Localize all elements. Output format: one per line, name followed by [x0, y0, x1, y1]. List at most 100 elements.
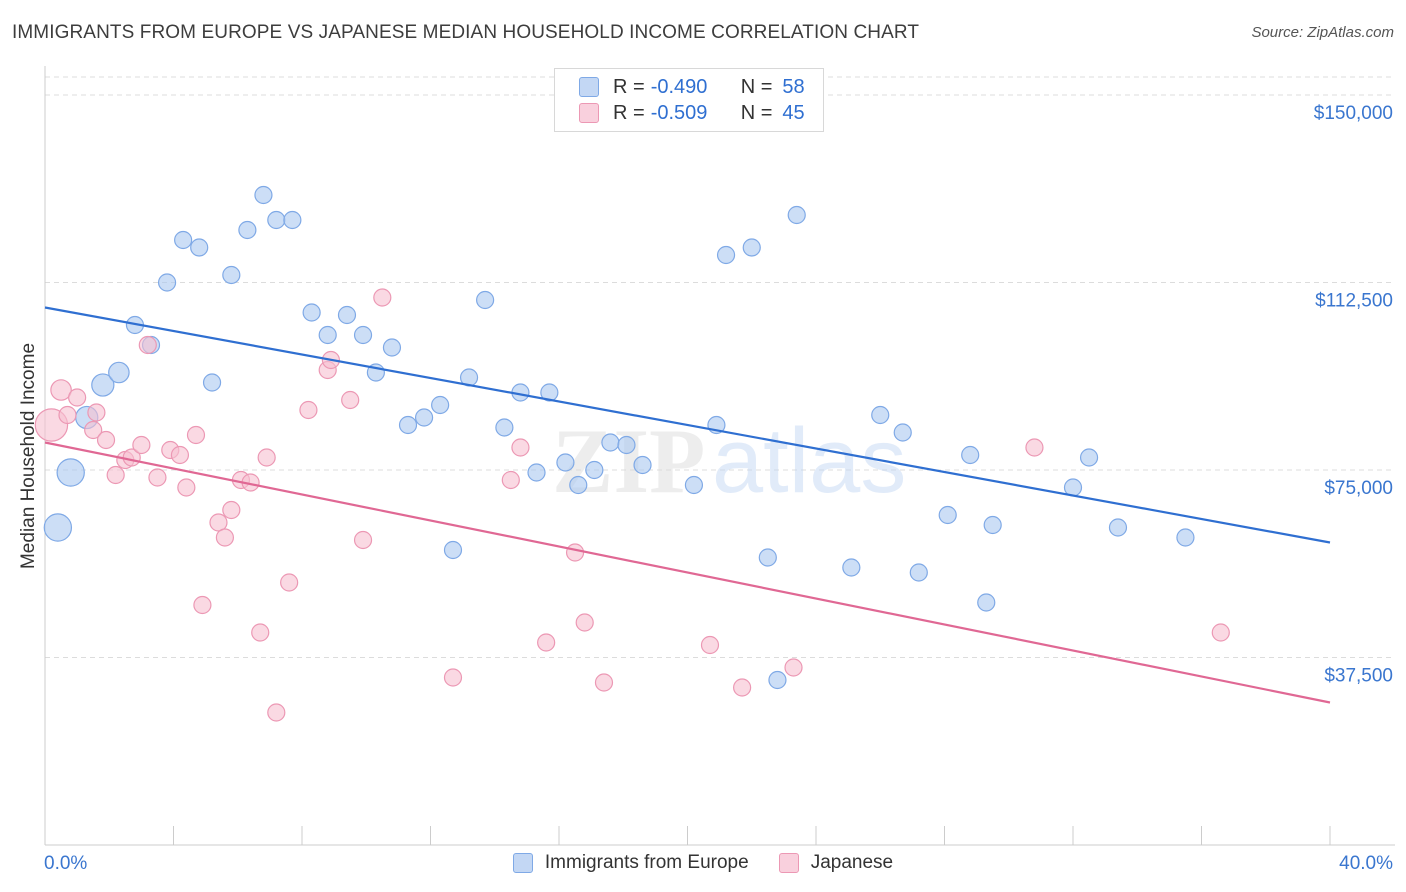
legend-swatch-europe	[512, 853, 533, 873]
data-point-japanese	[341, 390, 360, 410]
data-point-japanese	[87, 403, 106, 422]
data-point-japanese	[373, 288, 392, 307]
chart-title: IMMIGRANTS FROM EUROPE VS JAPANESE MEDIA…	[12, 22, 920, 43]
data-point-europe	[938, 505, 957, 525]
data-point-japanese	[251, 623, 270, 642]
data-point-europe	[1079, 448, 1099, 467]
data-point-japanese	[106, 465, 125, 485]
data-point-europe	[909, 563, 928, 582]
data-point-europe	[585, 460, 604, 480]
data-point-japanese	[222, 500, 241, 520]
data-point-europe	[768, 670, 787, 690]
data-point-europe	[353, 325, 373, 345]
data-point-europe	[617, 435, 636, 455]
legend-item-japanese[interactable]: Japanese	[778, 852, 894, 874]
data-point-japanese	[267, 703, 286, 722]
data-point-europe	[302, 303, 321, 322]
watermark-atlas: atlas	[712, 410, 906, 512]
legend-label-europe: Immigrants from Europe	[544, 852, 749, 873]
data-point-europe	[495, 418, 514, 437]
data-point-japanese	[186, 425, 206, 445]
data-point-europe	[684, 475, 704, 495]
data-point-japanese	[700, 635, 720, 655]
data-point-europe	[222, 265, 241, 285]
data-point-europe	[382, 338, 402, 357]
legend-r-label: R =	[613, 101, 645, 124]
data-point-japanese	[784, 658, 803, 677]
data-point-japanese	[68, 388, 87, 407]
series-immigrants-from-europe-points	[43, 185, 1195, 690]
data-point-europe	[476, 290, 495, 310]
data-point-japanese	[299, 400, 318, 420]
legend-n-label: N =	[740, 75, 773, 98]
data-point-europe	[569, 475, 588, 495]
data-point-japanese	[215, 528, 234, 547]
data-point-japanese	[209, 513, 228, 532]
data-point-europe	[431, 395, 450, 415]
legend-r-value: -0.509	[650, 101, 708, 124]
data-point-europe	[716, 245, 736, 265]
data-point-japanese	[511, 438, 530, 457]
legend-n-value: 58	[782, 75, 805, 98]
data-point-europe	[398, 415, 418, 435]
series-legend: Immigrants from Europe Japanese	[0, 852, 1406, 874]
data-point-japanese	[50, 379, 72, 401]
legend-row-japanese: R = -0.509 N = 45	[579, 100, 805, 126]
legend-r-label: R =	[613, 75, 645, 98]
legend-row-europe: R = -0.490 N = 58	[579, 74, 805, 100]
data-point-europe	[633, 455, 652, 475]
data-point-japanese	[1025, 438, 1044, 457]
data-point-europe	[283, 210, 302, 230]
data-point-europe	[157, 273, 177, 292]
legend-swatch-japanese	[579, 103, 599, 123]
watermark: ZIP atlas	[552, 410, 906, 512]
y-tick-label: $150,000	[1314, 103, 1393, 124]
data-point-europe	[601, 433, 620, 452]
data-point-japanese	[84, 420, 103, 440]
data-point-japanese	[148, 468, 167, 487]
data-point-japanese	[733, 678, 752, 697]
y-tick-label: $75,000	[1324, 478, 1393, 499]
data-point-europe	[108, 361, 130, 384]
data-point-japanese	[501, 470, 520, 490]
legend-item-europe[interactable]: Immigrants from Europe	[512, 852, 749, 874]
data-point-japanese	[257, 448, 276, 467]
data-point-japanese	[170, 445, 190, 465]
data-point-europe	[977, 593, 996, 612]
data-point-europe	[91, 373, 115, 397]
data-point-europe	[238, 220, 257, 240]
data-point-europe	[1176, 528, 1195, 547]
data-point-japanese	[280, 573, 299, 592]
data-point-europe	[540, 383, 559, 402]
data-point-europe	[443, 540, 463, 560]
source-credit: Source: ZipAtlas.com	[1251, 24, 1394, 41]
legend-r-value: -0.490	[650, 75, 708, 98]
data-point-europe	[893, 423, 912, 442]
data-point-japanese	[58, 405, 77, 425]
legend-swatch-japanese	[778, 853, 799, 873]
data-point-japanese	[1211, 623, 1230, 642]
data-point-japanese	[353, 530, 373, 550]
legend-n-value: 45	[782, 101, 805, 124]
data-point-europe	[414, 408, 434, 427]
data-point-europe	[556, 453, 575, 472]
trend-line-japanese	[44, 441, 1331, 704]
data-point-europe	[527, 463, 546, 482]
data-point-europe	[1108, 518, 1128, 537]
data-point-europe	[267, 210, 286, 230]
data-point-europe	[202, 373, 222, 392]
data-point-japanese	[594, 673, 614, 692]
data-point-japanese	[193, 595, 212, 615]
y-axis-label: Median Household Income	[18, 343, 39, 569]
legend-label-japanese: Japanese	[810, 852, 894, 873]
data-point-europe	[56, 458, 85, 487]
data-point-japanese	[138, 335, 157, 355]
axes	[44, 66, 1395, 846]
grid-lines	[45, 76, 1395, 658]
data-point-europe	[787, 205, 806, 225]
trend-line-europe	[44, 306, 1331, 544]
tick-labels: $37,500 $75,000 $112,500 $150,000 0.0% 40.0% M…	[18, 103, 1393, 874]
watermark-zip: ZIP	[552, 410, 705, 512]
data-point-japanese	[537, 633, 556, 652]
